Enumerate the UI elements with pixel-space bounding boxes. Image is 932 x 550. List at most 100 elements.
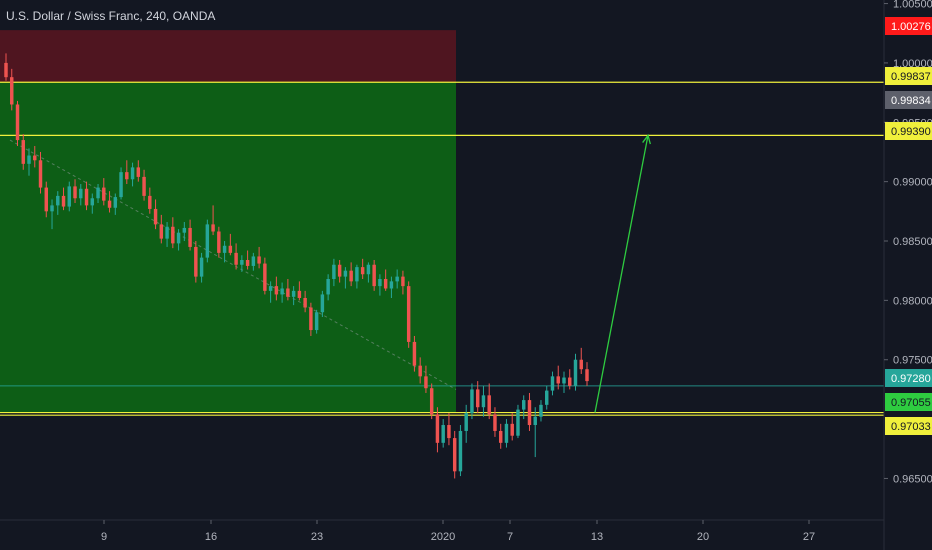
candle-body [429,388,434,415]
candle [153,199,158,230]
candle-body [280,288,284,295]
candlestick-series [4,53,589,479]
candle-body [153,208,158,225]
candle [268,281,273,303]
candle-body [240,260,244,265]
candle [21,134,25,170]
price-tick-label: 0.98000 [893,295,932,307]
candle-body [395,276,399,282]
candle [412,335,417,372]
candle-body [332,264,336,279]
candle [251,252,256,271]
candle [441,419,445,448]
candle-body [15,104,20,141]
candle [119,167,123,200]
time-tick-label: 13 [591,531,603,543]
price-tag-label: 0.97280 [891,373,931,385]
candle-body [136,167,141,177]
arrow-head [642,133,651,145]
candle [38,151,43,194]
candle [257,246,261,269]
forecast-arrow[interactable] [594,133,651,413]
candle [286,278,290,301]
candle [165,222,169,247]
candle-body [470,389,474,414]
candle-body [171,226,175,244]
candle [406,281,411,348]
price-tick-label: 0.96500 [893,473,932,485]
candle-body [337,264,342,277]
candle-body [79,188,83,199]
time-tick-label: 2020 [431,531,455,543]
candle-body [493,414,497,431]
candle-body [44,187,48,212]
candle [487,383,491,420]
candle [389,276,394,298]
candle [349,262,353,287]
candle-body [360,267,365,275]
candle-body [326,278,330,295]
candle-body [222,245,227,253]
stop-loss-zone [0,30,456,83]
candle [102,178,106,206]
candle [556,365,560,390]
time-tick-label: 27 [803,531,815,543]
candle [44,181,48,218]
candle [435,407,440,453]
candle-body [56,195,60,206]
candle [579,347,583,374]
price-tag-label: 0.97033 [891,421,931,433]
candle-body [67,186,72,207]
candle [510,413,514,441]
candle-body [159,224,164,239]
candle-body [539,404,543,417]
candle [61,187,66,211]
price-tag-background [885,17,932,35]
candle-body [50,205,54,212]
candle-body [412,341,417,366]
position-trend-line [9,139,457,390]
candle-body [510,423,514,436]
candle [211,205,215,236]
candle-body [441,425,445,443]
candle-body [458,430,463,472]
candle-body [527,400,532,426]
candle-body [314,312,319,331]
candle [447,413,451,446]
price-tag: 1.00276 [885,17,932,35]
price-tag: 0.97055 [885,393,932,411]
price-tags: 1.00276 0.99837 0.99834 0.99390 0.97280 0.970… [885,17,932,435]
candle-body [125,172,129,180]
candle-body [349,270,353,282]
candle [498,423,503,449]
candle-body [176,232,181,244]
candle [458,425,463,477]
candle [326,274,330,301]
candle [10,68,14,111]
candle-body [194,246,198,277]
candle-body [573,359,578,386]
candle-body [21,140,25,164]
candle [56,191,60,215]
candle [245,250,250,270]
candle [383,269,388,291]
horizontal-levels[interactable] [0,81,884,416]
candle-body [355,267,359,282]
candle-body [165,226,169,239]
candle-body [303,297,307,308]
candle-body [366,264,371,275]
candle-body [10,77,14,105]
candle-body [234,252,238,265]
candle-body [452,438,457,472]
price-tick-label: 1.00000 [893,58,932,70]
candle-body [245,260,250,266]
candle [297,281,302,301]
candle [372,260,376,291]
candle-body [142,176,146,196]
candle [527,392,532,431]
candle [15,100,20,147]
time-axis[interactable]: 9 16 23 2020 7 13 20 27 [101,520,815,543]
candle [521,395,526,420]
candle [113,193,118,215]
